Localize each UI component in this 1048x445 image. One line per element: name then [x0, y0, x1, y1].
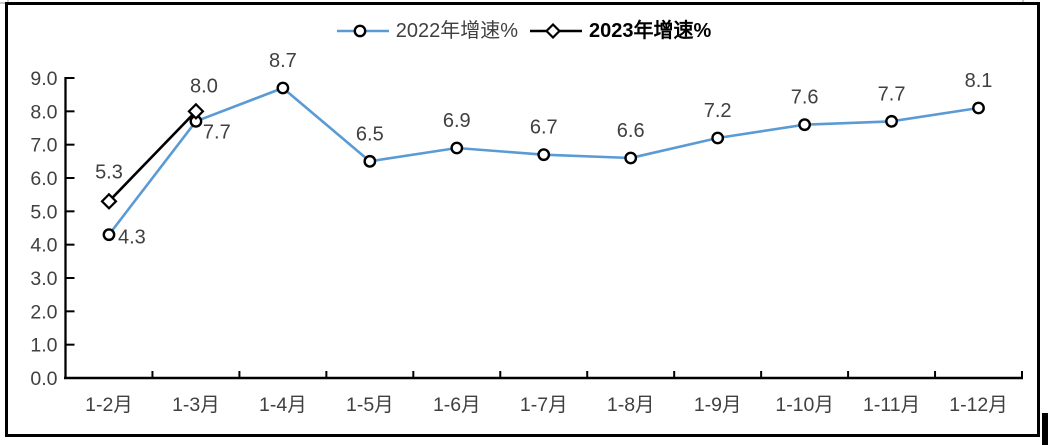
spreadsheet-gridline-horizontal — [0, 2, 9, 4]
svg-text:4.3: 4.3 — [118, 227, 146, 249]
svg-text:5.0: 5.0 — [30, 201, 57, 223]
svg-text:1.0: 1.0 — [30, 335, 57, 357]
svg-text:1-9月: 1-9月 — [694, 394, 742, 416]
svg-text:1-12月: 1-12月 — [949, 394, 1008, 416]
svg-text:1-6月: 1-6月 — [433, 394, 481, 416]
chart-border-frame — [5, 2, 1040, 437]
legend-label-2022: 2022年增速% — [395, 20, 518, 42]
svg-text:6.7: 6.7 — [530, 117, 558, 139]
svg-text:8.0: 8.0 — [190, 75, 218, 97]
svg-text:4.0: 4.0 — [30, 235, 57, 257]
legend-label-2023: 2023年增速% — [589, 20, 712, 42]
svg-text:1-5月: 1-5月 — [346, 394, 394, 416]
svg-text:6.0: 6.0 — [30, 168, 57, 190]
svg-text:1-7月: 1-7月 — [520, 394, 568, 416]
svg-text:1-10月: 1-10月 — [775, 394, 834, 416]
svg-text:6.6: 6.6 — [617, 120, 645, 142]
legend-item-2022: 2022年增速% — [336, 20, 518, 42]
svg-text:7.6: 7.6 — [791, 87, 819, 109]
svg-text:7.7: 7.7 — [878, 83, 906, 105]
svg-text:9.0: 9.0 — [30, 68, 57, 90]
legend-marker-diamond-icon — [530, 22, 582, 40]
svg-text:5.3: 5.3 — [95, 161, 123, 183]
svg-text:6.9: 6.9 — [443, 110, 471, 132]
svg-text:1-4月: 1-4月 — [259, 394, 307, 416]
svg-text:2.0: 2.0 — [30, 301, 57, 323]
svg-text:7.2: 7.2 — [704, 100, 732, 122]
text-cursor-artifact — [1042, 413, 1048, 445]
svg-text:7.0: 7.0 — [30, 135, 57, 157]
chart-legend: 2022年增速% 2023年增速% — [0, 21, 1048, 41]
svg-text:8.7: 8.7 — [269, 50, 297, 72]
svg-text:8.1: 8.1 — [965, 70, 993, 92]
svg-text:3.0: 3.0 — [30, 268, 57, 290]
svg-text:0.0: 0.0 — [30, 368, 57, 390]
svg-text:8.0: 8.0 — [30, 101, 57, 123]
svg-text:7.7: 7.7 — [203, 121, 231, 143]
svg-text:1-8月: 1-8月 — [607, 394, 655, 416]
svg-text:1-11月: 1-11月 — [863, 394, 920, 416]
svg-text:1-3月: 1-3月 — [172, 394, 220, 416]
legend-item-2023: 2023年增速% — [530, 21, 711, 41]
svg-text:1-2月: 1-2月 — [85, 394, 133, 416]
legend-marker-circle-icon — [336, 24, 389, 38]
svg-text:6.5: 6.5 — [356, 123, 384, 145]
